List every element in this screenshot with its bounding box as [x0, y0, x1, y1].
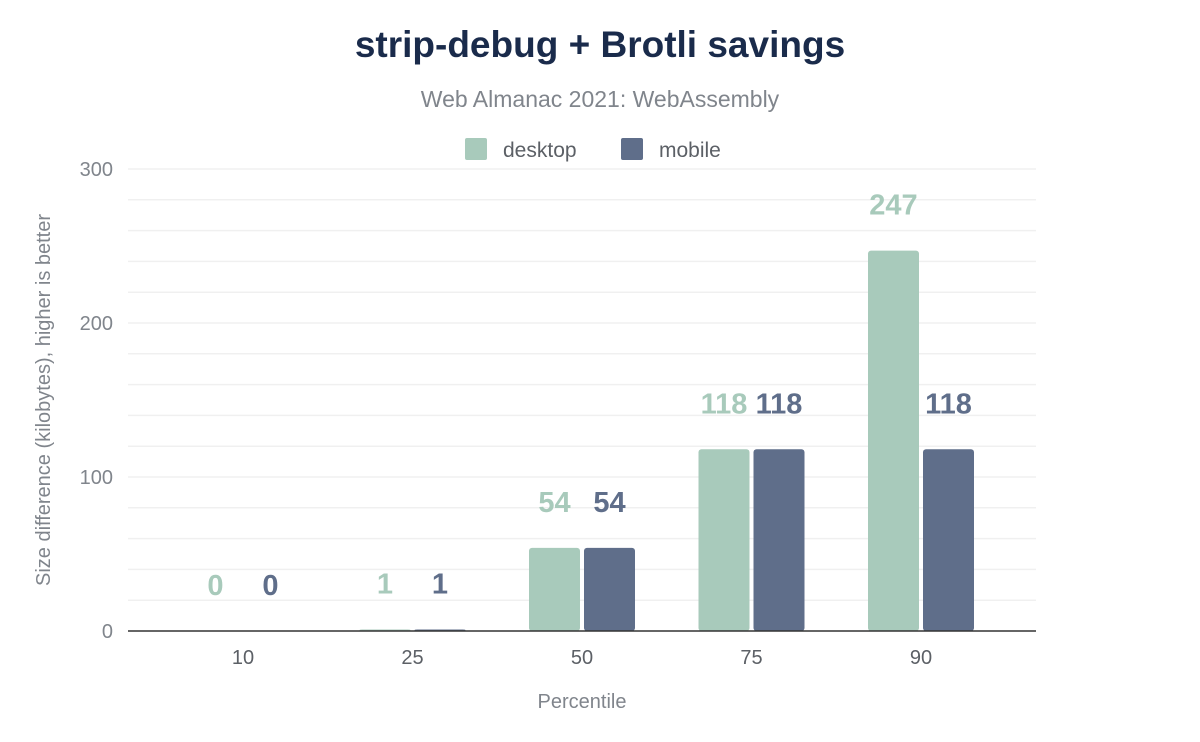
x-tick-label: 90 [910, 647, 932, 669]
data-label-desktop: 247 [869, 190, 917, 222]
x-tick-label: 50 [571, 647, 593, 669]
data-label-mobile: 1 [432, 568, 448, 600]
data-label-desktop: 0 [207, 570, 223, 602]
legend-swatch-mobile [621, 138, 643, 160]
chart-subtitle: Web Almanac 2021: WebAssembly [420, 86, 780, 112]
y-tick-label: 100 [80, 467, 113, 489]
bar-desktop [529, 547, 580, 631]
data-label-desktop: 54 [538, 487, 570, 519]
data-label-mobile: 54 [593, 487, 625, 519]
y-tick-label: 0 [102, 621, 113, 643]
data-label-mobile: 0 [262, 570, 278, 602]
bar-desktop [868, 250, 919, 631]
x-axis-label: Percentile [538, 691, 627, 713]
y-tick-label: 200 [80, 313, 113, 335]
legend-label-mobile: mobile [659, 139, 721, 162]
data-label-desktop: 1 [377, 568, 393, 600]
bar-mobile [584, 547, 635, 631]
bar-mobile [923, 449, 974, 631]
data-label-desktop: 118 [701, 388, 748, 420]
y-axis-label: Size difference (kilobytes), higher is b… [33, 214, 55, 586]
data-label-mobile: 118 [925, 388, 972, 420]
x-tick-label: 10 [232, 647, 254, 669]
legend-swatch-desktop [465, 138, 487, 160]
legend-label-desktop: desktop [503, 139, 577, 162]
bar-mobile [753, 449, 805, 631]
data-label-mobile: 118 [756, 388, 803, 420]
bar-desktop [698, 449, 750, 631]
x-tick-label: 75 [740, 647, 762, 669]
x-tick-label: 25 [401, 647, 423, 669]
y-tick-label: 300 [80, 159, 113, 181]
chart-title: strip-debug + Brotli savings [354, 24, 846, 65]
